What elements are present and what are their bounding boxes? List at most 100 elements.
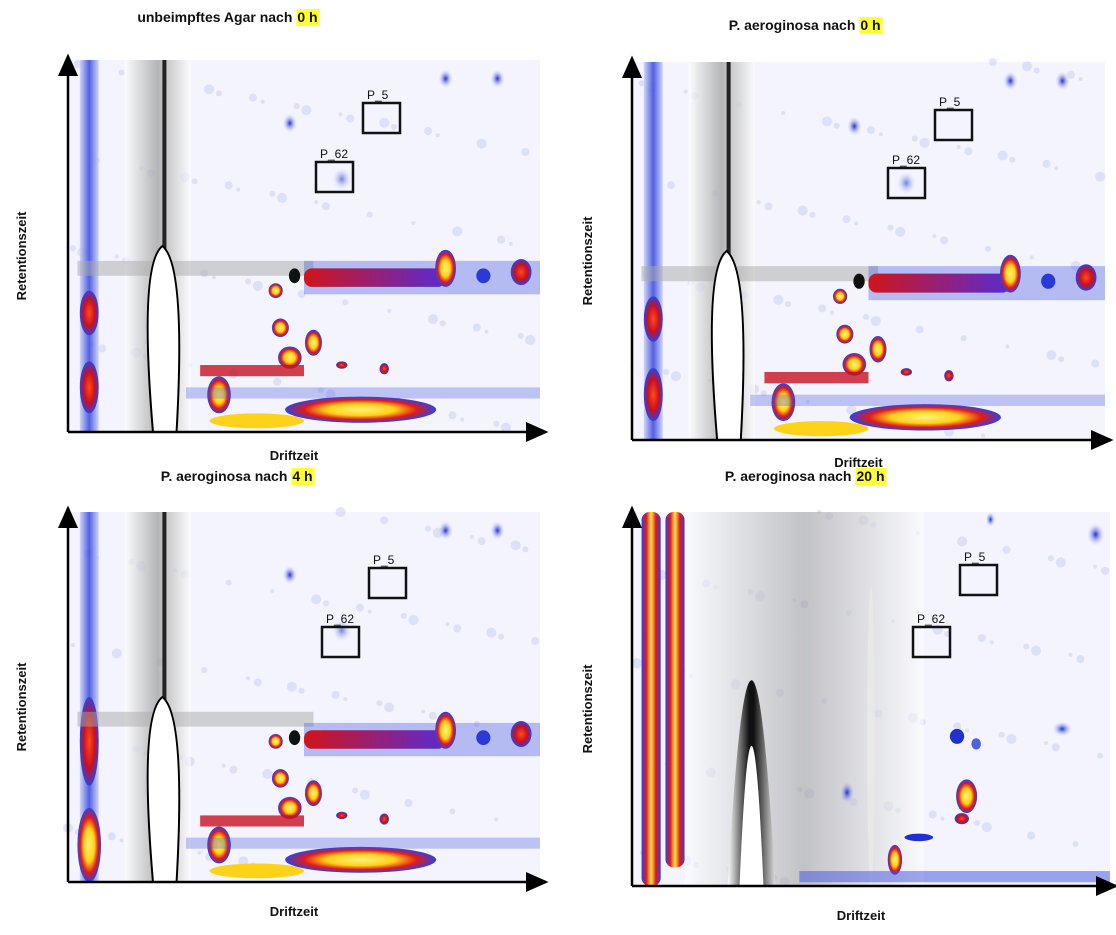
noise: [663, 369, 670, 376]
panel-time: 4 h: [292, 468, 312, 484]
noise: [379, 117, 390, 128]
noise: [428, 711, 437, 720]
noise: [114, 254, 119, 259]
noise: [981, 822, 992, 833]
noise: [863, 313, 870, 320]
noise: [269, 190, 276, 197]
peak: [282, 113, 297, 133]
noise: [384, 702, 395, 713]
blue-row: [750, 394, 1105, 406]
peak: [438, 69, 453, 88]
noise: [342, 299, 349, 306]
peak: [336, 361, 348, 369]
region-label: P_62: [917, 612, 945, 626]
peak: [285, 396, 437, 423]
region-label: P_62: [320, 147, 348, 161]
noise: [246, 676, 251, 681]
noise: [510, 540, 521, 551]
noise: [940, 236, 949, 245]
blue-column: [79, 512, 99, 882]
peak: [332, 167, 352, 191]
noise: [919, 137, 930, 148]
peak: [839, 781, 855, 804]
peak: [438, 521, 453, 540]
noise: [940, 816, 945, 821]
noise: [781, 110, 786, 115]
peak: [971, 738, 981, 750]
noise: [1046, 350, 1057, 361]
panel-time: 0 h: [860, 17, 880, 33]
peak: [853, 273, 865, 289]
noise: [335, 507, 346, 517]
noise: [1066, 70, 1075, 79]
noise: [343, 697, 348, 702]
time-highlight: [855, 468, 887, 485]
panel: P_5 P_62 Driftzeit Retentionszeit P. aerogin…: [580, 17, 1114, 470]
peak: [847, 116, 862, 136]
peak: [985, 511, 996, 527]
noise: [211, 275, 216, 280]
noise: [1078, 76, 1083, 81]
noise: [1072, 840, 1079, 847]
peak: [288, 730, 301, 746]
noise: [764, 202, 773, 211]
noise: [977, 634, 986, 643]
noise: [895, 226, 906, 237]
blue-row: [186, 387, 540, 399]
time-highlight: [296, 9, 320, 26]
noise: [988, 58, 997, 66]
region-box: [361, 101, 402, 135]
noise: [1068, 652, 1073, 657]
peak: [79, 361, 99, 414]
noise: [260, 99, 265, 104]
red-row: [200, 815, 304, 827]
noise: [224, 181, 233, 190]
peak: [949, 728, 965, 744]
heatmap: [630, 58, 1106, 441]
noise: [683, 89, 688, 94]
noise: [359, 789, 370, 800]
noise: [915, 325, 924, 334]
noise: [773, 294, 784, 305]
noise: [984, 245, 991, 252]
noise: [1101, 566, 1110, 575]
noise: [411, 221, 416, 226]
peak: [379, 363, 389, 375]
noise: [928, 810, 937, 819]
peak: [379, 813, 389, 825]
noise: [421, 709, 426, 714]
noise: [355, 603, 364, 612]
noise: [435, 133, 440, 138]
noise: [270, 588, 275, 593]
x-axis-label: Driftzeit: [837, 908, 886, 923]
heatmap: [66, 58, 540, 433]
y-axis-label: Retentionszeit: [14, 662, 29, 752]
hot-column: [665, 512, 685, 868]
noise: [448, 411, 457, 420]
grey-row: [77, 711, 314, 727]
peak: [1052, 721, 1072, 737]
panel-time: 20 h: [856, 468, 884, 484]
peak: [207, 376, 231, 414]
peak: [435, 249, 456, 287]
peak: [1087, 523, 1105, 546]
noise: [427, 314, 438, 325]
grey-band: [684, 512, 924, 886]
noise: [346, 114, 355, 123]
noise: [248, 93, 257, 102]
noise: [531, 636, 540, 645]
time-highlight: [291, 468, 315, 485]
noise: [1070, 260, 1081, 271]
noise: [756, 200, 761, 205]
noise: [476, 138, 487, 149]
noise: [322, 600, 329, 607]
peak: [771, 383, 796, 422]
noise: [301, 105, 312, 116]
noise: [391, 123, 398, 130]
noise: [400, 612, 407, 619]
noise: [229, 765, 238, 774]
y-axis-label: Retentionszeit: [14, 211, 29, 301]
heatmap: [631, 510, 1110, 887]
noise: [98, 344, 107, 353]
noise: [69, 245, 76, 252]
